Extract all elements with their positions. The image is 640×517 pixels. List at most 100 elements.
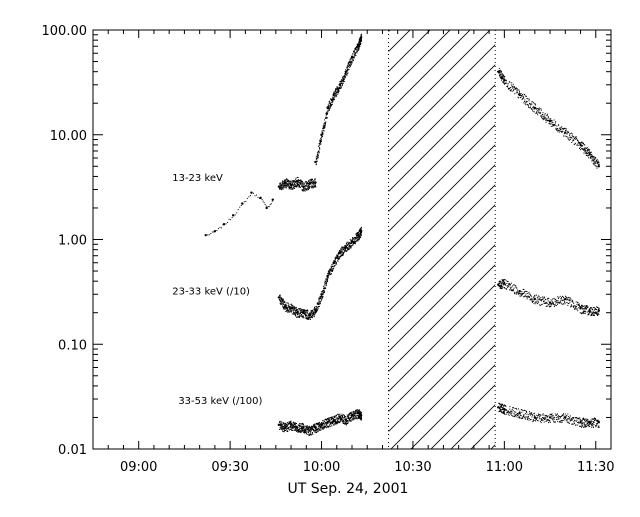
data-dot xyxy=(502,281,504,283)
data-dot xyxy=(267,206,269,208)
data-dot xyxy=(289,187,291,189)
data-dot xyxy=(319,427,321,429)
data-dot xyxy=(508,284,510,286)
data-dot xyxy=(585,421,587,423)
data-dot xyxy=(359,416,361,418)
data-dot xyxy=(498,285,500,287)
data-dot xyxy=(355,235,357,237)
data-dot xyxy=(349,239,351,241)
data-dot xyxy=(314,307,316,309)
data-dot xyxy=(344,422,346,424)
data-dot xyxy=(341,246,343,248)
data-dot xyxy=(300,310,302,312)
data-dot xyxy=(254,195,256,197)
data-dot xyxy=(558,418,560,420)
data-dot xyxy=(583,426,585,428)
data-dot xyxy=(292,309,294,311)
data-dot xyxy=(292,310,294,312)
data-dot xyxy=(340,255,342,257)
data-dot xyxy=(360,35,362,37)
data-dot xyxy=(359,418,361,420)
data-dot xyxy=(582,422,584,424)
data-dot xyxy=(332,270,334,272)
data-dot xyxy=(348,417,350,419)
data-dot xyxy=(540,115,542,117)
data-point xyxy=(597,165,601,168)
data-dot xyxy=(311,186,313,188)
data-dot xyxy=(537,301,539,303)
data-dot xyxy=(511,409,513,411)
data-dot xyxy=(297,182,299,184)
data-dot xyxy=(352,418,354,420)
data-dot xyxy=(317,305,319,307)
data-dot xyxy=(358,46,360,48)
data-dot xyxy=(297,180,299,182)
data-dot xyxy=(566,302,568,304)
data-dot xyxy=(538,416,540,418)
data-dot xyxy=(582,423,584,425)
data-dot xyxy=(306,427,308,429)
data-dot xyxy=(587,311,589,313)
data-dot xyxy=(560,420,562,422)
data-dot xyxy=(546,115,548,117)
data-dot xyxy=(305,425,307,427)
data-dot xyxy=(262,200,264,202)
data-dot xyxy=(288,427,290,429)
data-dot xyxy=(528,296,530,298)
data-dot xyxy=(303,430,305,432)
data-dot xyxy=(562,303,564,305)
data-dot xyxy=(355,242,357,244)
data-dot xyxy=(357,236,359,238)
data-dot xyxy=(539,414,541,416)
data-dot xyxy=(595,161,597,163)
data-dot xyxy=(336,258,338,260)
data-dot xyxy=(580,312,582,314)
data-dot xyxy=(591,425,593,427)
data-dot xyxy=(323,122,325,124)
data-dot xyxy=(361,40,363,42)
data-dot xyxy=(575,137,577,139)
data-dot xyxy=(535,112,537,114)
data-dot xyxy=(328,419,330,421)
data-dot xyxy=(329,269,331,271)
data-dot xyxy=(342,77,344,79)
data-dot xyxy=(531,416,533,418)
data-dot xyxy=(541,303,543,305)
data-dot xyxy=(280,189,282,191)
data-dot xyxy=(297,185,299,187)
data-dot xyxy=(532,296,534,298)
data-dot xyxy=(338,417,340,419)
data-dot xyxy=(330,422,332,424)
data-dot xyxy=(341,250,343,252)
data-dot xyxy=(355,53,357,55)
data-dot xyxy=(531,301,533,303)
data-dot xyxy=(298,426,300,428)
data-dot xyxy=(558,124,560,126)
data-dot xyxy=(335,423,337,425)
data-dot xyxy=(327,418,329,420)
data-dot xyxy=(325,426,327,428)
data-dot xyxy=(298,430,300,432)
data-dot xyxy=(343,247,345,249)
data-dot xyxy=(567,413,569,415)
data-dot xyxy=(333,424,335,426)
data-dot xyxy=(345,423,347,425)
data-dot xyxy=(284,179,286,181)
data-dot xyxy=(358,411,360,413)
data-dot xyxy=(308,427,310,429)
data-dot xyxy=(314,431,316,433)
data-dot xyxy=(513,412,515,414)
data-dot xyxy=(287,307,289,309)
data-dot xyxy=(586,153,588,155)
data-dot xyxy=(346,71,348,73)
data-dot xyxy=(352,415,354,417)
data-dot xyxy=(311,432,313,434)
data-dot xyxy=(290,428,292,430)
data-dot xyxy=(336,254,338,256)
data-dot xyxy=(507,285,509,287)
data-dot xyxy=(286,426,288,428)
data-dot xyxy=(306,311,308,313)
data-dot xyxy=(558,418,560,420)
data-dot xyxy=(511,82,513,84)
data-dot xyxy=(325,116,327,118)
